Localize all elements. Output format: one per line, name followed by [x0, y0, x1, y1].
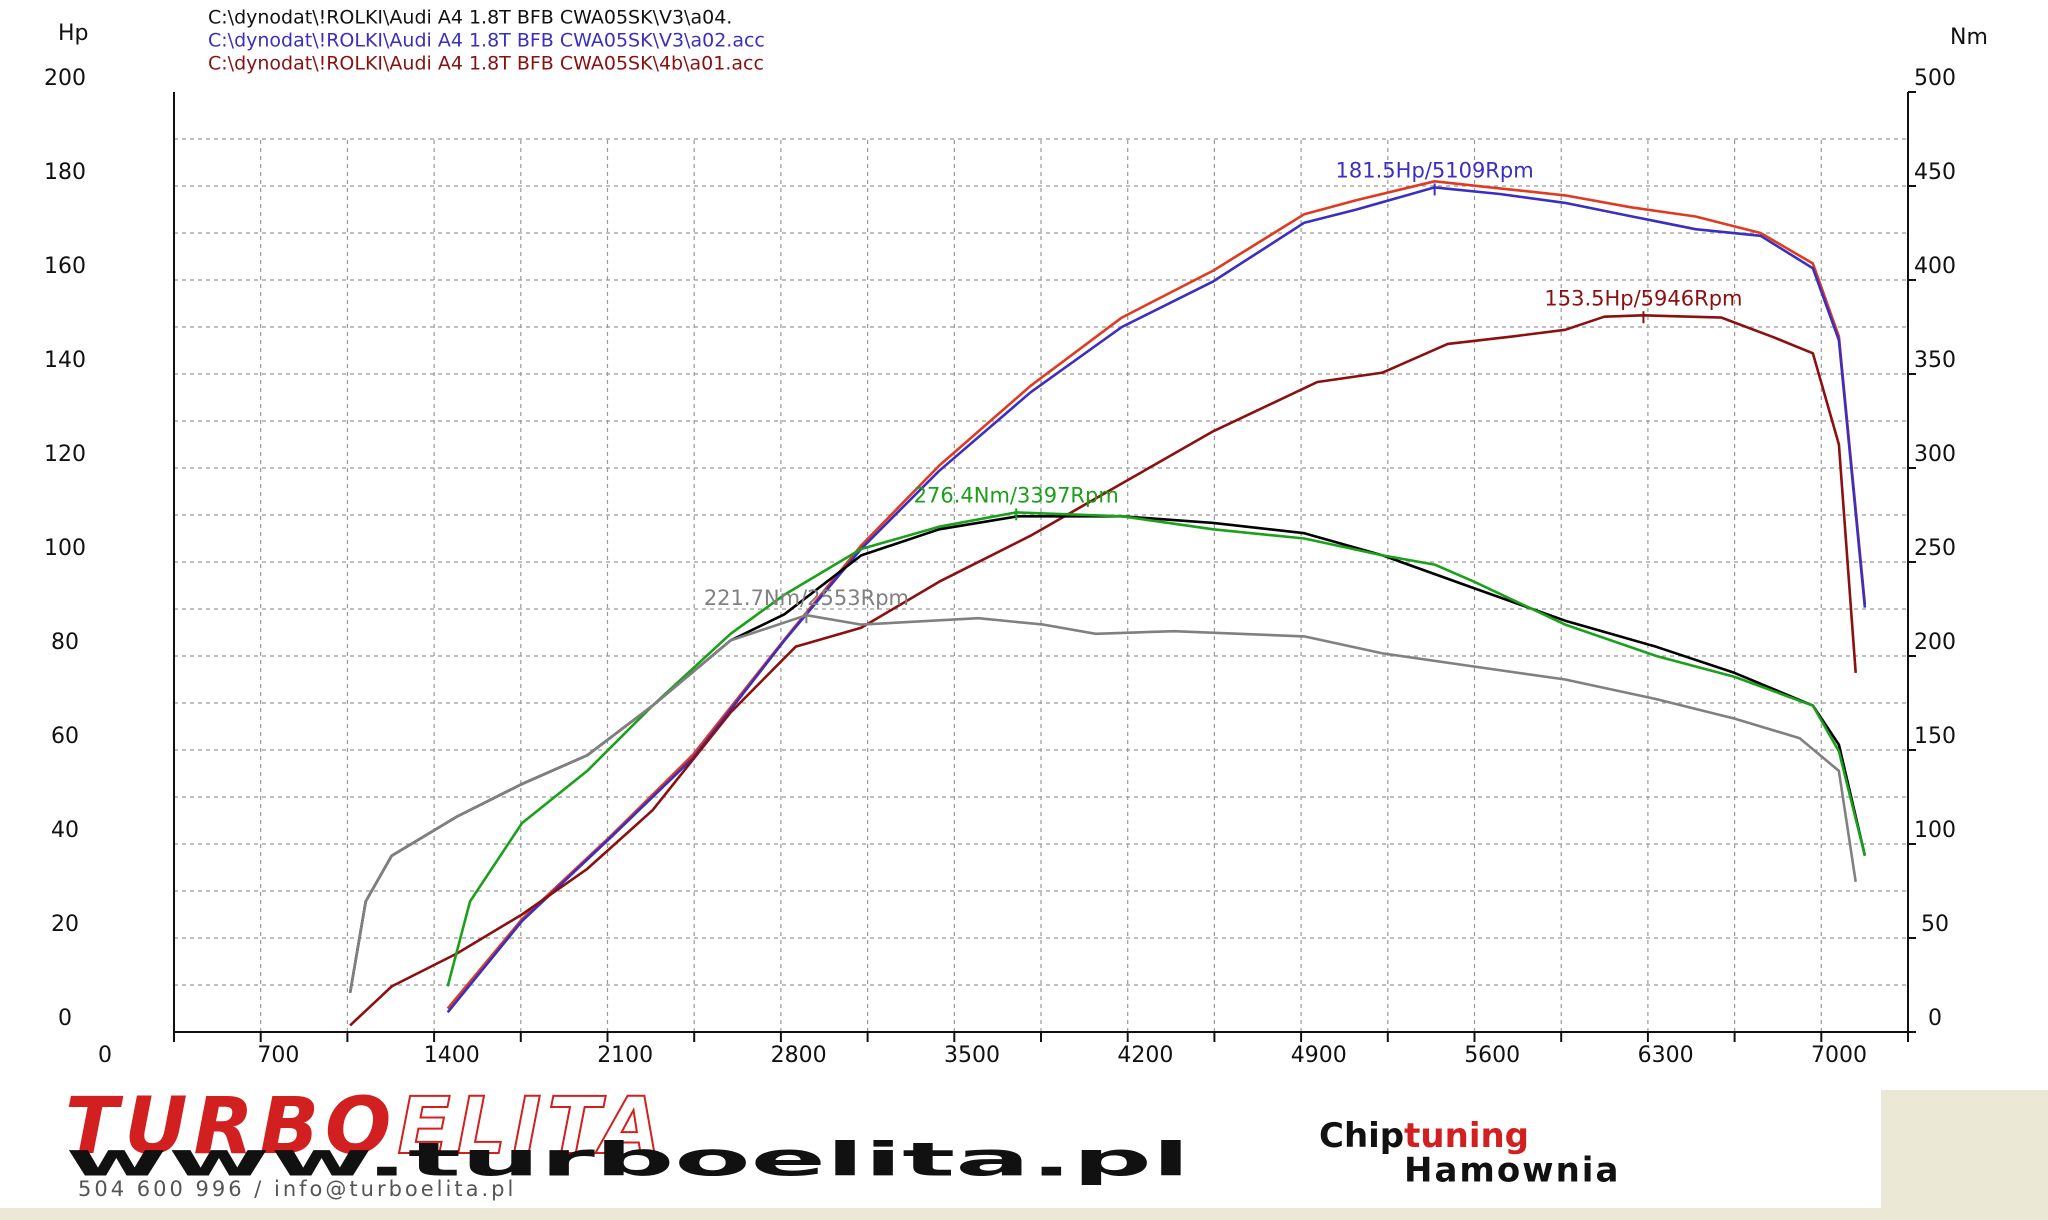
brand-bold: TURBO	[65, 1082, 397, 1172]
y2-tick-label: 350	[1914, 348, 1956, 373]
series-line	[446, 511, 1867, 987]
y2-tick-label: 150	[1914, 724, 1956, 749]
y2-tick-label: 450	[1914, 160, 1956, 185]
y-tick-label: 100	[44, 536, 86, 561]
y2-tick-label: 250	[1914, 536, 1956, 561]
y-tick-label: 120	[44, 442, 86, 467]
tuning: tuning	[1404, 1116, 1529, 1156]
x-tick-label: 1400	[424, 1043, 480, 1068]
y-tick-label: 0	[58, 1006, 72, 1031]
x-tick-label: 5600	[1464, 1043, 1520, 1068]
y-tick-label: 200	[44, 66, 86, 91]
url: www.turboelita.pl	[65, 1133, 1190, 1187]
y-tick-label: 60	[51, 724, 79, 749]
y2-axis-title: Nm	[1950, 25, 1988, 50]
chiptuning: Chiptuning	[1319, 1116, 1529, 1156]
y2-tick-label: 400	[1914, 254, 1956, 279]
brand: TURBOELITA	[65, 1082, 667, 1172]
y2-tick-label: 0	[1928, 1006, 1942, 1031]
x-tick-label: 4200	[1117, 1043, 1173, 1068]
y2-tick-label: 50	[1921, 912, 1949, 937]
y-tick-label: 160	[44, 254, 86, 279]
series-line	[446, 186, 1867, 1014]
x-tick-label: 2100	[597, 1043, 653, 1068]
y-tick-label: 140	[44, 348, 86, 373]
hamownia: Hamownia	[1404, 1151, 1620, 1191]
y-tick-label: 20	[51, 912, 79, 937]
file-name: C:\dynodat\!ROLKI\Audi A4 1.8T BFB CWA05…	[208, 30, 765, 52]
x-tick-label: 7000	[1811, 1043, 1867, 1068]
brand-outline: ELITA	[397, 1082, 667, 1172]
file-name: C:\dynodat\!ROLKI\Audi A4 1.8T BFB CWA05…	[208, 7, 732, 29]
x-tick-label: 0	[98, 1043, 112, 1068]
peak-label: 181.5Hp/5109Rpm	[1336, 158, 1534, 182]
y2-tick-label: 200	[1914, 630, 1956, 655]
peak-label: 221.7Nm/2553Rpm	[704, 586, 909, 610]
file-name: C:\dynodat\!ROLKI\Audi A4 1.8T BFB CWA05…	[208, 53, 764, 75]
contact: 504 600 996 / info@turboelita.pl	[78, 1177, 516, 1201]
x-tick-label: 4900	[1291, 1043, 1347, 1068]
x-tick-label: 700	[257, 1043, 299, 1068]
y-axis-title: Hp	[58, 21, 89, 46]
y-tick-label: 40	[51, 818, 79, 843]
footer: TURBOELITA www.turboelita.pl 504 600 996…	[65, 1081, 1620, 1201]
series-line	[348, 613, 1857, 994]
y2-tick-label: 100	[1914, 818, 1956, 843]
x-tick-label: 6300	[1638, 1043, 1694, 1068]
beige-corner	[1881, 1090, 2048, 1220]
series-line	[446, 180, 1867, 1010]
x-tick-label: 2800	[771, 1043, 827, 1068]
y2-tick-label: 500	[1914, 66, 1956, 91]
y-tick-label: 80	[51, 630, 79, 655]
series-line	[349, 314, 1857, 1027]
x-tick-label: 3500	[944, 1043, 1000, 1068]
chip: Chip	[1319, 1116, 1404, 1156]
y-tick-label: 180	[44, 160, 86, 185]
beige-strip	[0, 1208, 2048, 1220]
y2-tick-label: 300	[1914, 442, 1956, 467]
peak-label: 276.4Nm/3397Rpm	[914, 483, 1119, 507]
peak-label: 153.5Hp/5946Rpm	[1544, 286, 1742, 310]
